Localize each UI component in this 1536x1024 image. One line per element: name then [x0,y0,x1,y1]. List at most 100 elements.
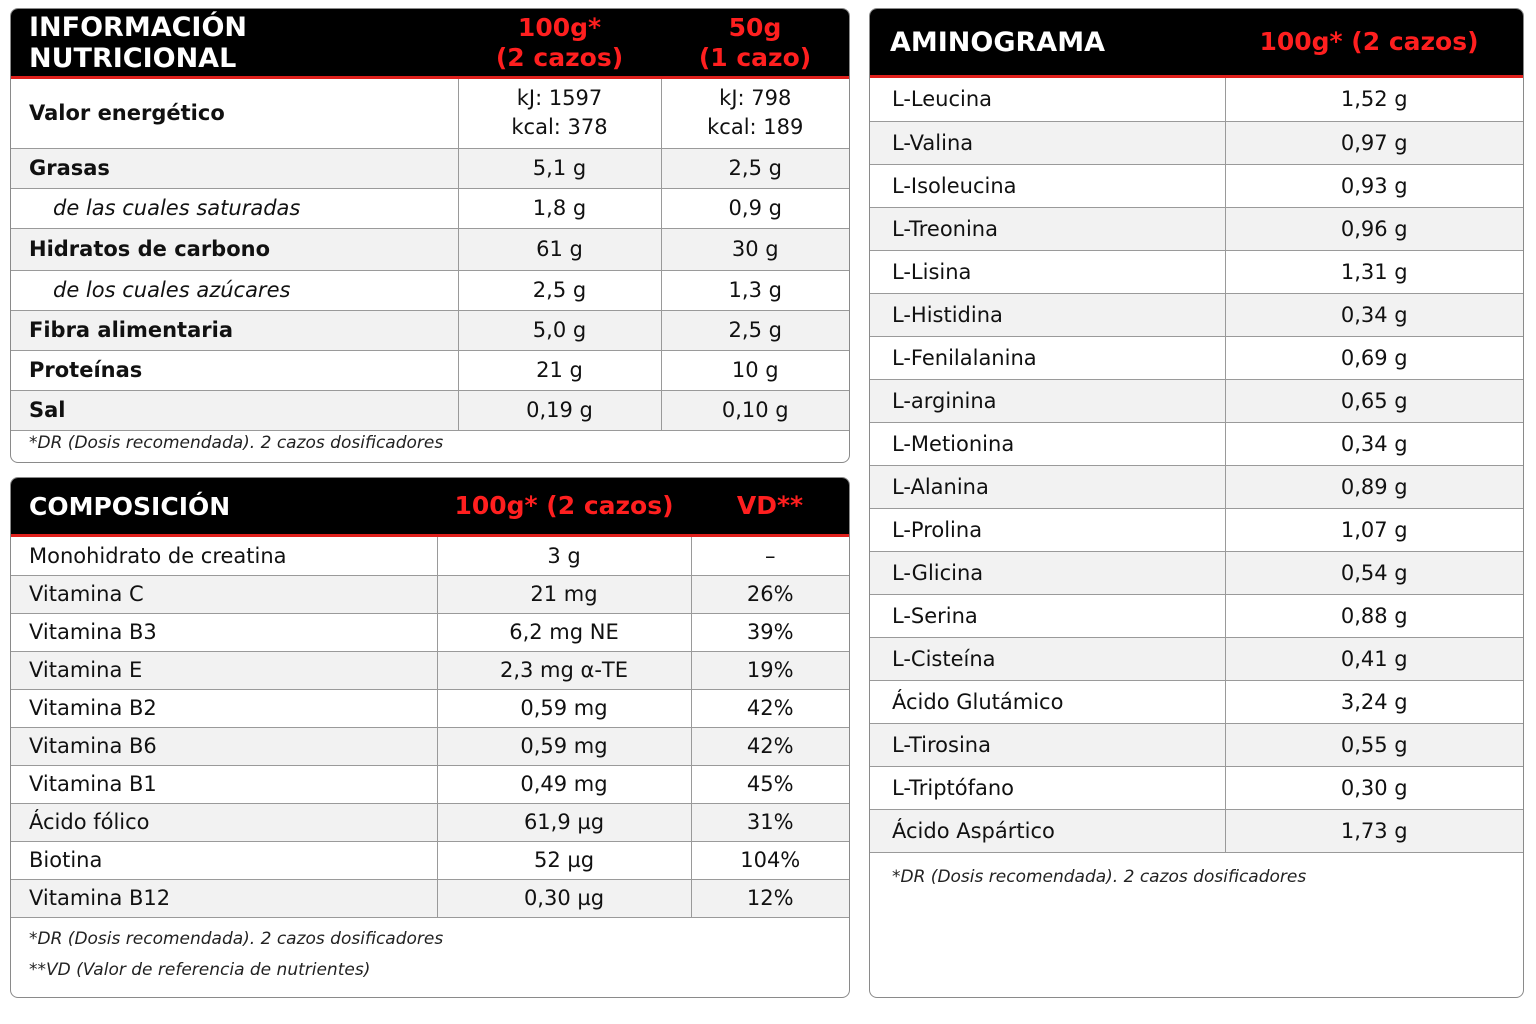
table-row: Grasas 5,1 g 2,5 g [11,148,849,189]
row-label: L-Treonina [870,207,1226,251]
row-label: Monohidrato de creatina [11,537,438,576]
row-value-50g: 2,5 g [661,310,849,351]
table-row: L-Cisteína 0,41 g [870,637,1523,681]
nutrition-table: Valor energético kJ: 1597 kcal: 378 kJ: … [11,79,849,431]
table-row: Sal 0,19 g 0,10 g [11,390,849,431]
row-label: Vitamina C [11,575,438,614]
row-label: L-Triptófano [870,766,1226,810]
nutrition-title: INFORMACIÓN NUTRICIONAL [29,11,248,74]
row-value-100g: 21 mg [437,575,692,614]
table-row: L-Valina 0,97 g [870,121,1523,165]
row-label: L-Isoleucina [870,164,1226,208]
row-label: Valor energético [11,79,459,149]
row-value-100g: 0,49 mg [437,765,692,804]
row-value-100g: 1,52 g [1225,78,1523,122]
row-label: de las cuales saturadas [11,188,459,229]
row-value-vd: 31% [691,803,849,842]
table-row: Valor energético kJ: 1597 kcal: 378 kJ: … [11,79,849,149]
row-value-100g: 0,65 g [1225,379,1523,423]
row-value-100g: 0,93 g [1225,164,1523,208]
row-value-100g: 6,2 mg NE [437,613,692,652]
row-value-50g: 10 g [661,350,849,391]
row-value-vd: 19% [691,651,849,690]
row-value-100g: 0,88 g [1225,594,1523,638]
table-row: de las cuales saturadas 1,8 g 0,9 g [11,188,849,229]
table-row: Fibra alimentaria 5,0 g 2,5 g [11,310,849,351]
table-row: Ácido Aspártico 1,73 g [870,809,1523,853]
row-value-100g: 61,9 µg [437,803,692,842]
table-row: L-Histidina 0,34 g [870,293,1523,337]
row-value-100g: 1,8 g [458,188,662,229]
row-value-100g: 0,89 g [1225,465,1523,509]
row-label: L-Cisteína [870,637,1226,681]
row-label: Ácido Aspártico [870,809,1226,853]
row-value-100g: 0,19 g [458,390,662,431]
table-row: Vitamina B3 6,2 mg NE 39% [11,613,849,652]
composition-footnote-dr: *DR (Dosis recomendada). 2 cazos dosific… [29,929,444,949]
table-row: L-Metionina 0,34 g [870,422,1523,466]
row-value-100g: 0,97 g [1225,121,1523,165]
composition-panel: COMPOSICIÓN 100g* (2 cazos) VD** Monohid… [10,477,850,998]
row-value-100g: 2,5 g [458,270,662,311]
row-value-100g: 1,31 g [1225,250,1523,294]
table-row: Biotina 52 µg 104% [11,841,849,880]
row-label: de los cuales azúcares [11,270,459,311]
row-value-vd: 42% [691,689,849,728]
table-row: L-Prolina 1,07 g [870,508,1523,552]
composition-header: COMPOSICIÓN 100g* (2 cazos) VD** [11,478,849,537]
table-row: L-Isoleucina 0,93 g [870,164,1523,208]
row-value-100g: 0,54 g [1225,551,1523,595]
row-value-vd: 26% [691,575,849,614]
table-row: Hidratos de carbono 61 g 30 g [11,228,849,271]
row-value-50g: 2,5 g [661,148,849,189]
table-row: Vitamina C 21 mg 26% [11,575,849,614]
row-label: L-Leucina [870,78,1226,122]
row-value-100g: 0,34 g [1225,293,1523,337]
table-row: L-arginina 0,65 g [870,379,1523,423]
aminogram-header: AMINOGRAMA 100g* (2 cazos) [870,9,1523,78]
composition-footnote-vd: **VD (Valor de referencia de nutrientes) [29,960,371,980]
row-value-100g: 1,73 g [1225,809,1523,853]
composition-col-vd-header: VD** [736,491,804,520]
table-row: Vitamina B2 0,59 mg 42% [11,689,849,728]
row-label: L-Tirosina [870,723,1226,767]
row-label: L-arginina [870,379,1226,423]
row-label: Vitamina B6 [11,727,438,766]
row-label: Vitamina B1 [11,765,438,804]
table-row: Ácido fólico 61,9 µg 31% [11,803,849,842]
table-row: Ácido Glutámico 3,24 g [870,680,1523,724]
row-label: Biotina [11,841,438,880]
table-row: Vitamina B12 0,30 µg 12% [11,879,849,918]
row-label: Hidratos de carbono [11,228,459,271]
row-value-vd: 42% [691,727,849,766]
row-label: Proteínas [11,350,459,391]
row-value-100g: 3 g [437,537,692,576]
row-value-vd: 12% [691,879,849,918]
aminogram-col-100g-header: 100g* (2 cazos) [1259,27,1479,56]
composition-title: COMPOSICIÓN [29,491,231,521]
row-value-100g: 0,41 g [1225,637,1523,681]
row-label: L-Serina [870,594,1226,638]
row-value-100g: 2,3 mg α-TE [437,651,692,690]
row-value-vd: 39% [691,613,849,652]
row-label: L-Alanina [870,465,1226,509]
row-value-100g: kJ: 1597 kcal: 378 [458,79,662,149]
table-row: L-Tirosina 0,55 g [870,723,1523,767]
row-label: Ácido fólico [11,803,438,842]
row-value-vd: – [691,537,849,576]
row-value-50g: 0,9 g [661,188,849,229]
table-row: Proteínas 21 g 10 g [11,350,849,391]
row-label: Sal [11,390,459,431]
row-label: L-Lisina [870,250,1226,294]
row-value-100g: 5,0 g [458,310,662,351]
row-value-100g: 0,59 mg [437,727,692,766]
row-label: L-Histidina [870,293,1226,337]
nutrition-header: INFORMACIÓN NUTRICIONAL 100g* (2 cazos) … [11,9,849,79]
table-row: L-Lisina 1,31 g [870,250,1523,294]
table-row: L-Alanina 0,89 g [870,465,1523,509]
row-value-100g: 0,30 µg [437,879,692,918]
table-row: Monohidrato de creatina 3 g – [11,537,849,576]
row-value-100g: 0,34 g [1225,422,1523,466]
row-label: Ácido Glutámico [870,680,1226,724]
aminogram-table: L-Leucina 1,52 g L-Valina 0,97 g L-Isole… [870,78,1523,853]
